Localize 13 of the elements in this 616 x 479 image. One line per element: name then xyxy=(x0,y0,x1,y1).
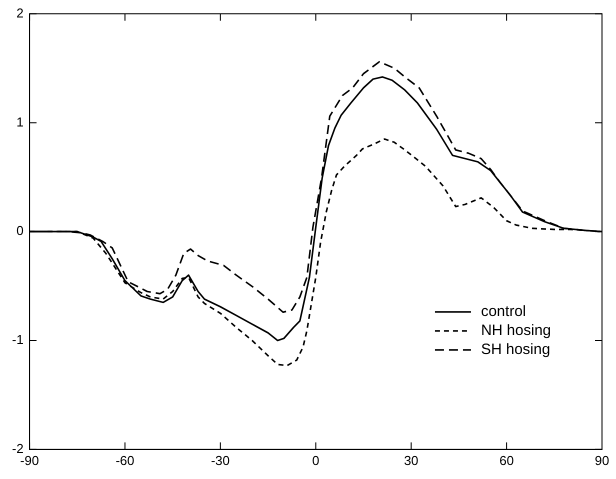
x-tick-label: -60 xyxy=(116,452,134,468)
y-tick-label: -1 xyxy=(12,332,24,348)
y-tick-label: 1 xyxy=(16,114,24,130)
x-tick-label: 60 xyxy=(499,452,514,468)
y-tick-label: 0 xyxy=(16,223,24,238)
legend-label: NH hosing xyxy=(480,322,552,340)
x-tick-label: 90 xyxy=(594,452,610,468)
x-tick-label: 0 xyxy=(312,452,320,468)
legend-label: SH hosing xyxy=(480,341,550,358)
x-tick-label: 30 xyxy=(404,452,418,468)
legend-label: control xyxy=(480,303,526,320)
y-tick-label: 2 xyxy=(16,5,24,20)
x-tick-label: -30 xyxy=(210,452,230,468)
